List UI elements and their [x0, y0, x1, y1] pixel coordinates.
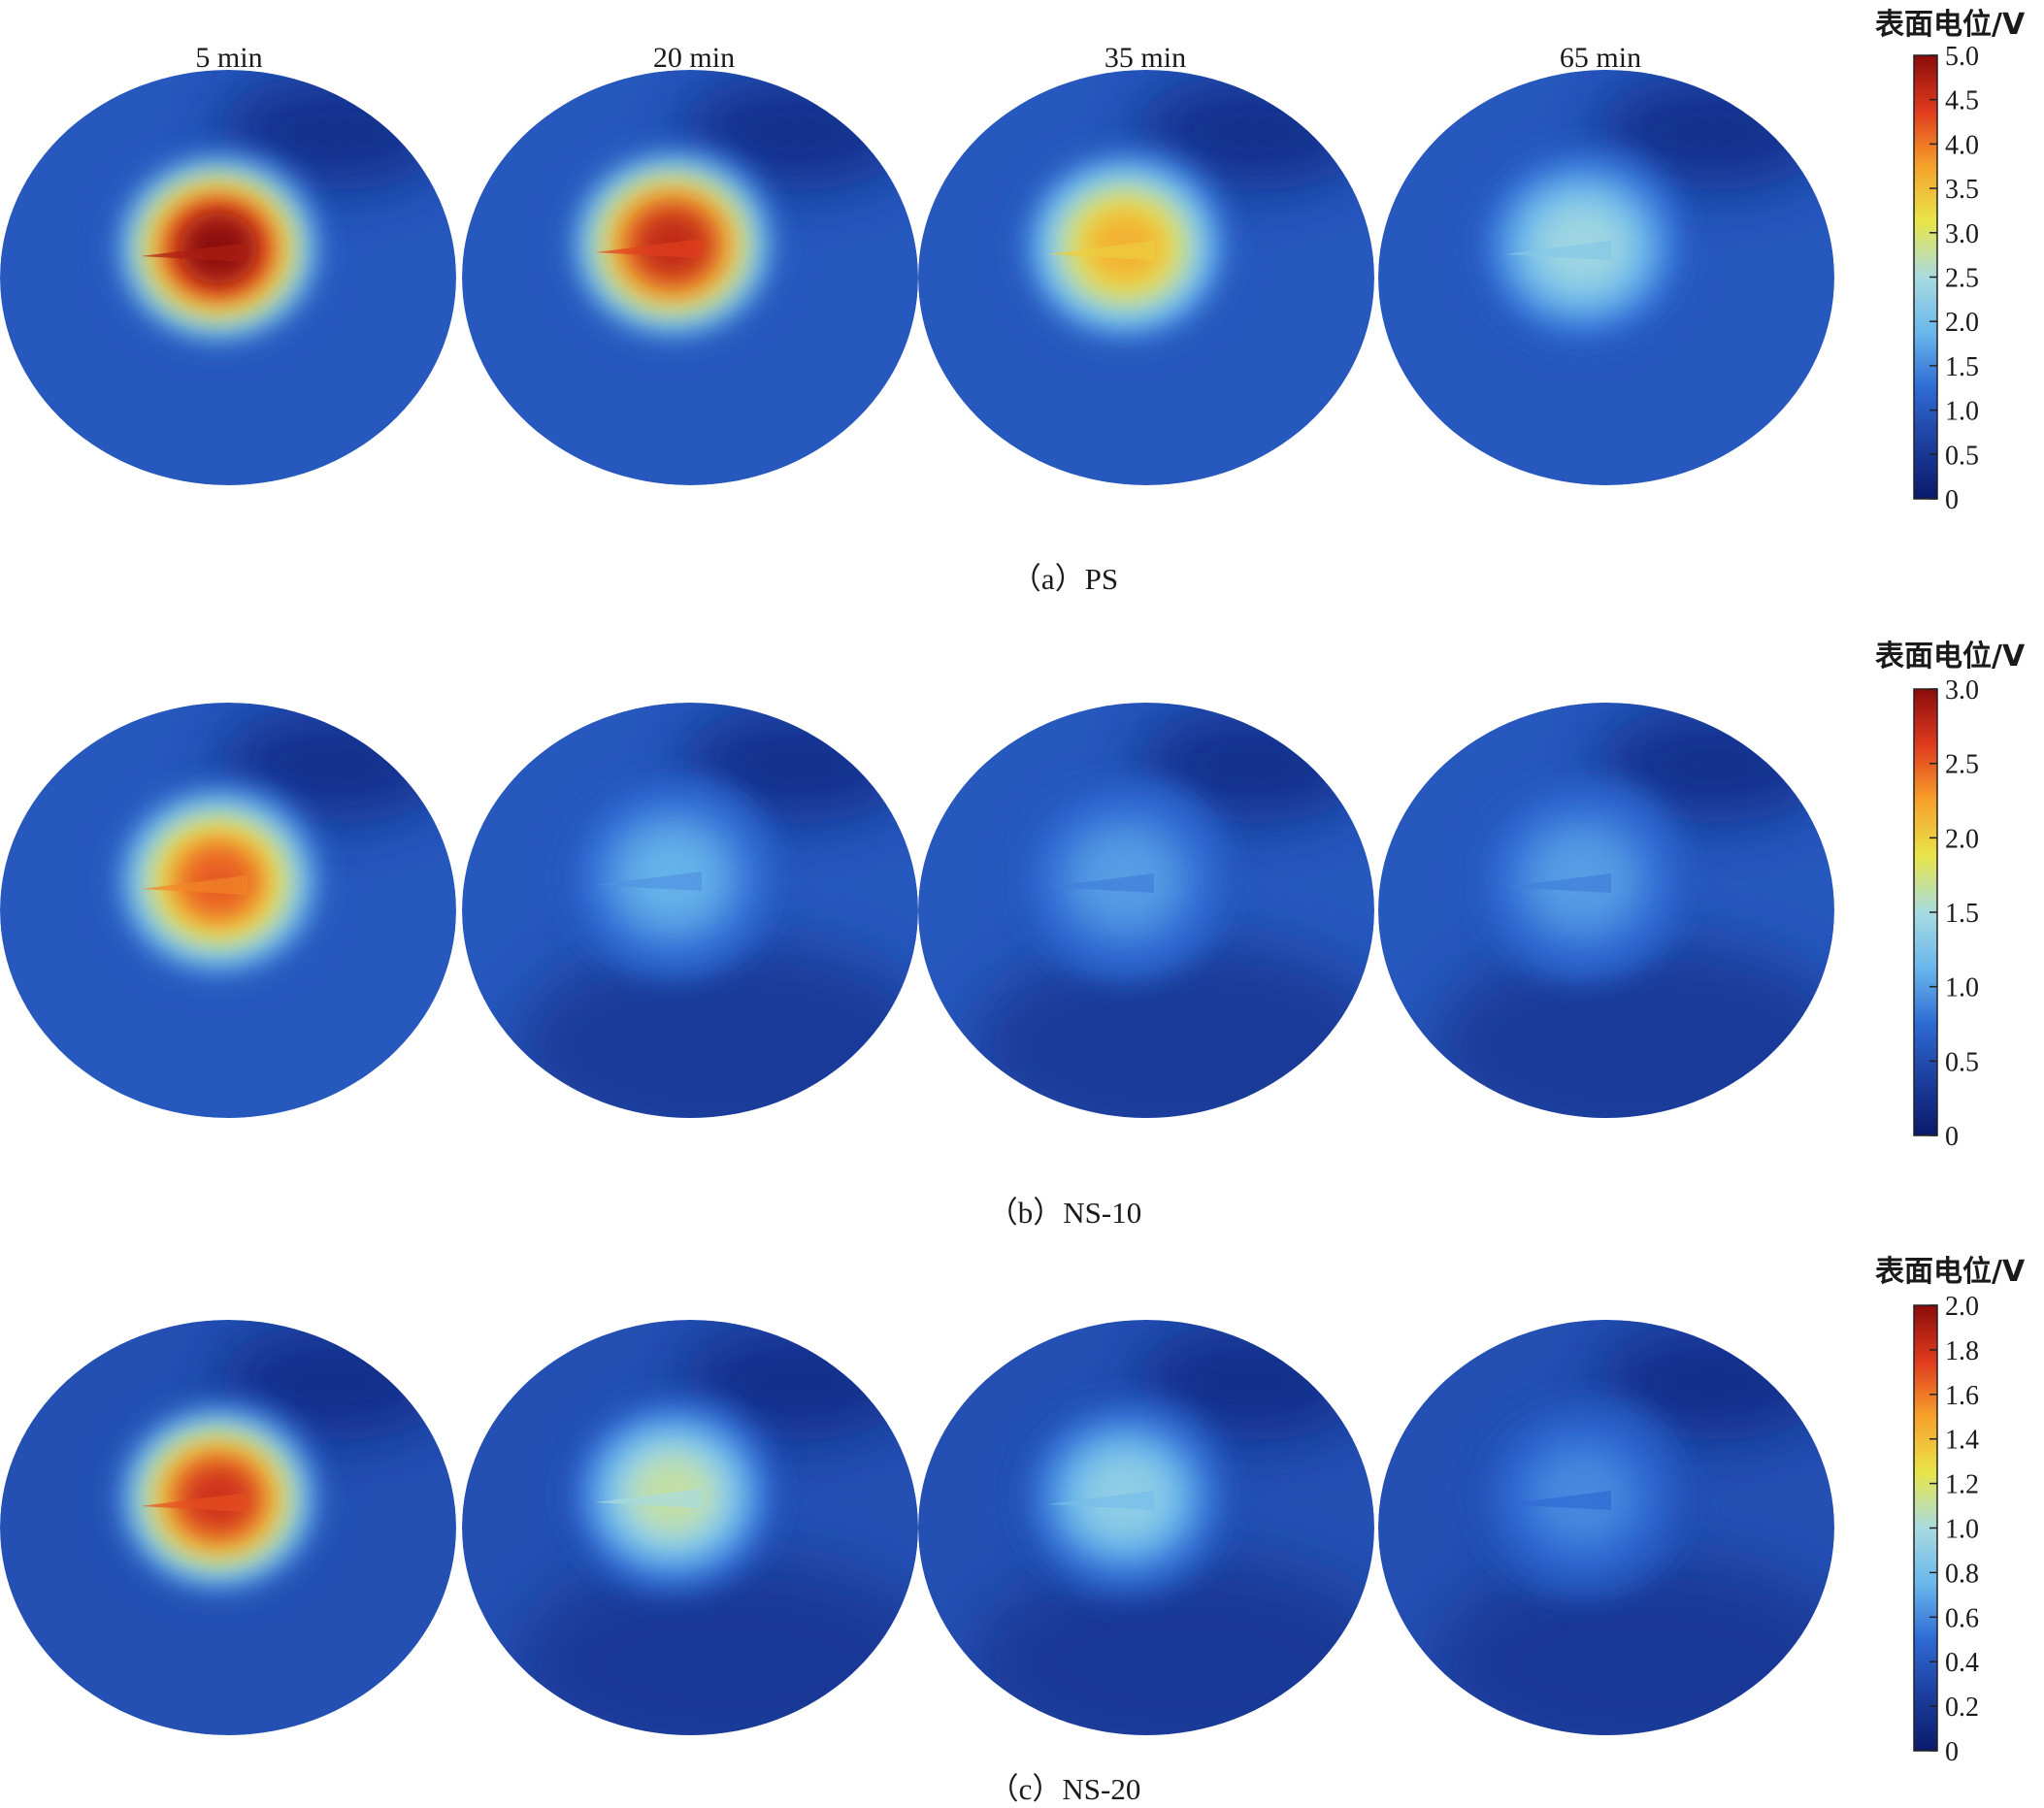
caption-ns10: （b）NS-10	[987, 1196, 1142, 1230]
colorbar-tick-label: 1.0	[1945, 397, 1979, 427]
colorbar-tick-label: 3.0	[1945, 219, 1979, 249]
potential-map-row3-2	[462, 1320, 918, 1735]
colorbar-tick-label: 0.8	[1945, 1559, 1979, 1589]
colorbar-tick-label: 2.5	[1945, 750, 1979, 780]
time-label-5min: 5 min	[195, 42, 263, 74]
potential-map-row1-1	[0, 70, 456, 485]
colorbar-tick-label: 0	[1945, 1122, 1959, 1152]
colorbar-tick-label: 1.5	[1945, 899, 1979, 929]
time-label-35min: 35 min	[1104, 42, 1187, 74]
colorbar-tick-label: 2.5	[1945, 264, 1979, 294]
potential-map-row2-4	[1378, 703, 1834, 1118]
colorbar-tick-label: 2.0	[1945, 308, 1979, 338]
potential-map-row3-4	[1378, 1320, 1834, 1735]
colorbar-tick-label: 1.4	[1945, 1426, 1979, 1456]
colorbar-tick-label: 2.0	[1945, 1292, 1979, 1322]
colorbar-title-ns20: 表面电位/V	[1875, 1255, 2026, 1289]
colorbar-tick-label: 0.4	[1945, 1648, 1979, 1678]
colorbar-tick-label: 1.8	[1945, 1336, 1979, 1366]
colorbar-title-ns10: 表面电位/V	[1875, 640, 2026, 674]
colorbar-tick-label: 3.0	[1945, 675, 1979, 706]
colorbar-tick-label: 2.0	[1945, 824, 1979, 854]
potential-map-row2-2	[462, 703, 918, 1118]
colorbar-tick-label: 0	[1945, 1737, 1959, 1767]
colorbar-tick-label: 3.5	[1945, 175, 1979, 205]
colorbar-tick-label: 4.5	[1945, 86, 1979, 116]
potential-map-row2-3	[918, 703, 1374, 1118]
colorbar-title-ps: 表面电位/V	[1875, 8, 2026, 42]
colorbar-tick-label: 1.0	[1945, 973, 1979, 1003]
colorbar-tick-label: 1.2	[1945, 1470, 1979, 1500]
colorbar-tick-label: 1.5	[1945, 352, 1979, 382]
colorbar-tick-label: 1.6	[1945, 1381, 1979, 1411]
potential-map-row1-3	[918, 70, 1374, 485]
colorbar-tick-label: 4.0	[1945, 130, 1979, 160]
colorbar-tick-label: 0.2	[1945, 1693, 1979, 1723]
time-label-65min: 65 min	[1559, 42, 1642, 74]
potential-map-row1-2	[462, 70, 918, 485]
colorbar-tick-label: 0.5	[1945, 441, 1979, 471]
colorbar-tick-label: 0.6	[1945, 1603, 1979, 1633]
potential-map-row3-1	[0, 1320, 456, 1735]
caption-ps: （a）PS	[1010, 562, 1119, 596]
colorbar-tick-label: 1.0	[1945, 1515, 1979, 1545]
time-label-20min: 20 min	[652, 42, 736, 74]
potential-map-row3-3	[918, 1320, 1374, 1735]
potential-map-row2-1	[0, 703, 456, 1118]
colorbar-tick-label: 0	[1945, 485, 1959, 515]
colorbar-tick-label: 5.0	[1945, 42, 1979, 72]
colorbar-tick-label: 0.5	[1945, 1047, 1979, 1077]
potential-map-row1-4	[1378, 70, 1834, 485]
